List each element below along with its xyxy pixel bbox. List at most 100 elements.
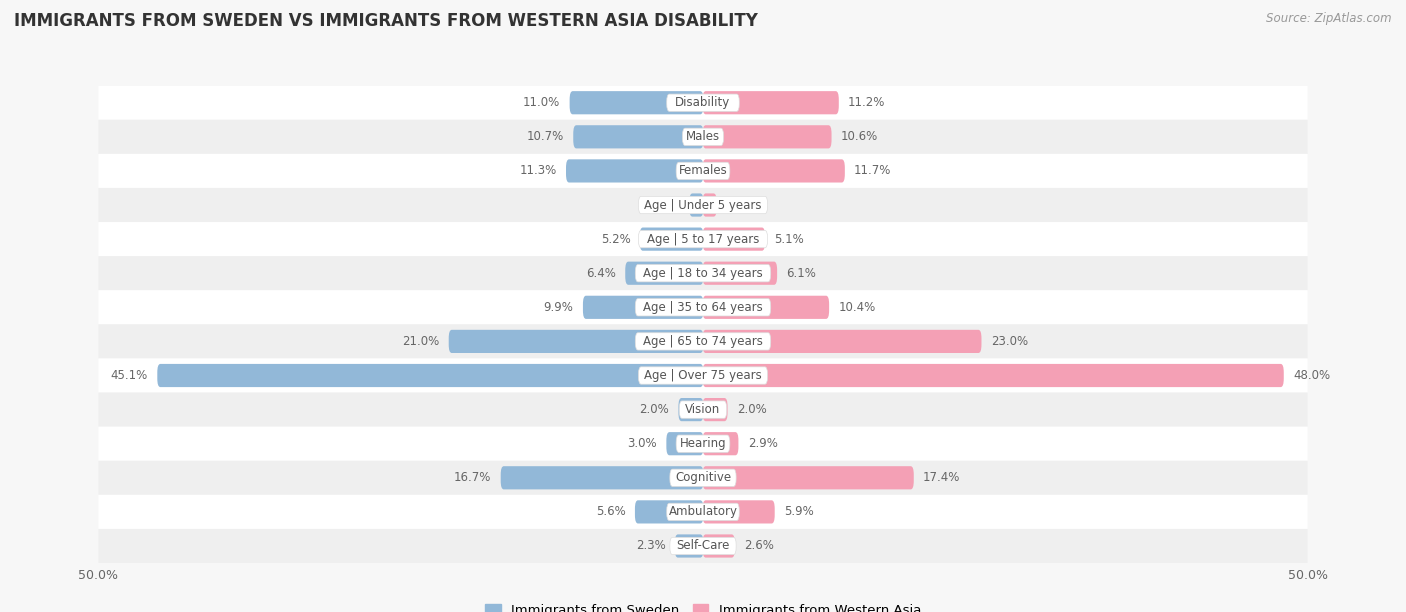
Text: 5.6%: 5.6%: [596, 506, 626, 518]
FancyBboxPatch shape: [626, 261, 703, 285]
Text: 2.6%: 2.6%: [744, 540, 773, 553]
FancyBboxPatch shape: [636, 500, 703, 523]
FancyBboxPatch shape: [703, 398, 727, 421]
Text: 2.3%: 2.3%: [636, 540, 665, 553]
Text: Cognitive: Cognitive: [675, 471, 731, 484]
FancyBboxPatch shape: [682, 128, 724, 146]
FancyBboxPatch shape: [98, 529, 1308, 563]
Text: 11.7%: 11.7%: [855, 165, 891, 177]
Legend: Immigrants from Sweden, Immigrants from Western Asia: Immigrants from Sweden, Immigrants from …: [479, 599, 927, 612]
FancyBboxPatch shape: [569, 91, 703, 114]
Text: 11.3%: 11.3%: [519, 165, 557, 177]
Text: 5.2%: 5.2%: [600, 233, 630, 245]
FancyBboxPatch shape: [703, 330, 981, 353]
Text: Hearing: Hearing: [679, 437, 727, 450]
FancyBboxPatch shape: [98, 86, 1308, 120]
Text: 16.7%: 16.7%: [454, 471, 492, 484]
Text: Source: ZipAtlas.com: Source: ZipAtlas.com: [1267, 12, 1392, 25]
FancyBboxPatch shape: [689, 193, 703, 217]
FancyBboxPatch shape: [98, 461, 1308, 495]
FancyBboxPatch shape: [638, 231, 768, 248]
Text: 10.7%: 10.7%: [527, 130, 564, 143]
Text: Males: Males: [686, 130, 720, 143]
Text: 45.1%: 45.1%: [111, 369, 148, 382]
FancyBboxPatch shape: [703, 193, 717, 217]
Text: 23.0%: 23.0%: [991, 335, 1028, 348]
FancyBboxPatch shape: [669, 537, 737, 554]
FancyBboxPatch shape: [669, 469, 737, 487]
FancyBboxPatch shape: [98, 290, 1308, 324]
FancyBboxPatch shape: [636, 333, 770, 350]
FancyBboxPatch shape: [636, 299, 770, 316]
FancyBboxPatch shape: [638, 196, 768, 214]
Text: 9.9%: 9.9%: [544, 301, 574, 314]
FancyBboxPatch shape: [675, 534, 703, 558]
FancyBboxPatch shape: [567, 159, 703, 182]
FancyBboxPatch shape: [679, 401, 727, 418]
FancyBboxPatch shape: [98, 324, 1308, 359]
FancyBboxPatch shape: [636, 264, 770, 282]
FancyBboxPatch shape: [98, 427, 1308, 461]
Text: Age | 18 to 34 years: Age | 18 to 34 years: [643, 267, 763, 280]
FancyBboxPatch shape: [501, 466, 703, 490]
Text: 2.9%: 2.9%: [748, 437, 778, 450]
FancyBboxPatch shape: [98, 120, 1308, 154]
Text: 10.4%: 10.4%: [838, 301, 876, 314]
FancyBboxPatch shape: [703, 466, 914, 490]
Text: 5.1%: 5.1%: [775, 233, 804, 245]
FancyBboxPatch shape: [98, 188, 1308, 222]
Text: Age | Under 5 years: Age | Under 5 years: [644, 198, 762, 212]
FancyBboxPatch shape: [666, 94, 740, 111]
FancyBboxPatch shape: [583, 296, 703, 319]
Text: 21.0%: 21.0%: [402, 335, 440, 348]
FancyBboxPatch shape: [638, 367, 768, 384]
FancyBboxPatch shape: [98, 222, 1308, 256]
Text: 2.0%: 2.0%: [640, 403, 669, 416]
Text: IMMIGRANTS FROM SWEDEN VS IMMIGRANTS FROM WESTERN ASIA DISABILITY: IMMIGRANTS FROM SWEDEN VS IMMIGRANTS FRO…: [14, 12, 758, 30]
FancyBboxPatch shape: [98, 256, 1308, 290]
FancyBboxPatch shape: [666, 432, 703, 455]
FancyBboxPatch shape: [666, 503, 740, 521]
FancyBboxPatch shape: [703, 261, 778, 285]
Text: 1.1%: 1.1%: [650, 198, 681, 212]
FancyBboxPatch shape: [98, 154, 1308, 188]
Text: Age | 65 to 74 years: Age | 65 to 74 years: [643, 335, 763, 348]
Text: 1.1%: 1.1%: [725, 198, 756, 212]
FancyBboxPatch shape: [703, 364, 1284, 387]
FancyBboxPatch shape: [449, 330, 703, 353]
FancyBboxPatch shape: [98, 495, 1308, 529]
Text: Self-Care: Self-Care: [676, 540, 730, 553]
Text: 10.6%: 10.6%: [841, 130, 879, 143]
FancyBboxPatch shape: [98, 359, 1308, 392]
Text: Age | 35 to 64 years: Age | 35 to 64 years: [643, 301, 763, 314]
Text: 2.0%: 2.0%: [737, 403, 766, 416]
Text: 11.0%: 11.0%: [523, 96, 561, 109]
FancyBboxPatch shape: [679, 398, 703, 421]
Text: Age | 5 to 17 years: Age | 5 to 17 years: [647, 233, 759, 245]
FancyBboxPatch shape: [574, 125, 703, 149]
FancyBboxPatch shape: [157, 364, 703, 387]
FancyBboxPatch shape: [703, 91, 839, 114]
FancyBboxPatch shape: [703, 500, 775, 523]
FancyBboxPatch shape: [703, 159, 845, 182]
Text: 17.4%: 17.4%: [924, 471, 960, 484]
Text: 5.9%: 5.9%: [785, 506, 814, 518]
FancyBboxPatch shape: [640, 228, 703, 251]
Text: 3.0%: 3.0%: [627, 437, 657, 450]
Text: Age | Over 75 years: Age | Over 75 years: [644, 369, 762, 382]
FancyBboxPatch shape: [703, 296, 830, 319]
FancyBboxPatch shape: [98, 392, 1308, 427]
Text: 11.2%: 11.2%: [848, 96, 886, 109]
FancyBboxPatch shape: [676, 162, 730, 179]
FancyBboxPatch shape: [676, 435, 730, 452]
FancyBboxPatch shape: [703, 534, 735, 558]
Text: 48.0%: 48.0%: [1294, 369, 1330, 382]
FancyBboxPatch shape: [703, 125, 831, 149]
Text: 6.4%: 6.4%: [586, 267, 616, 280]
FancyBboxPatch shape: [703, 432, 738, 455]
FancyBboxPatch shape: [703, 228, 765, 251]
Text: Females: Females: [679, 165, 727, 177]
Text: Disability: Disability: [675, 96, 731, 109]
Text: Ambulatory: Ambulatory: [668, 506, 738, 518]
Text: Vision: Vision: [685, 403, 721, 416]
